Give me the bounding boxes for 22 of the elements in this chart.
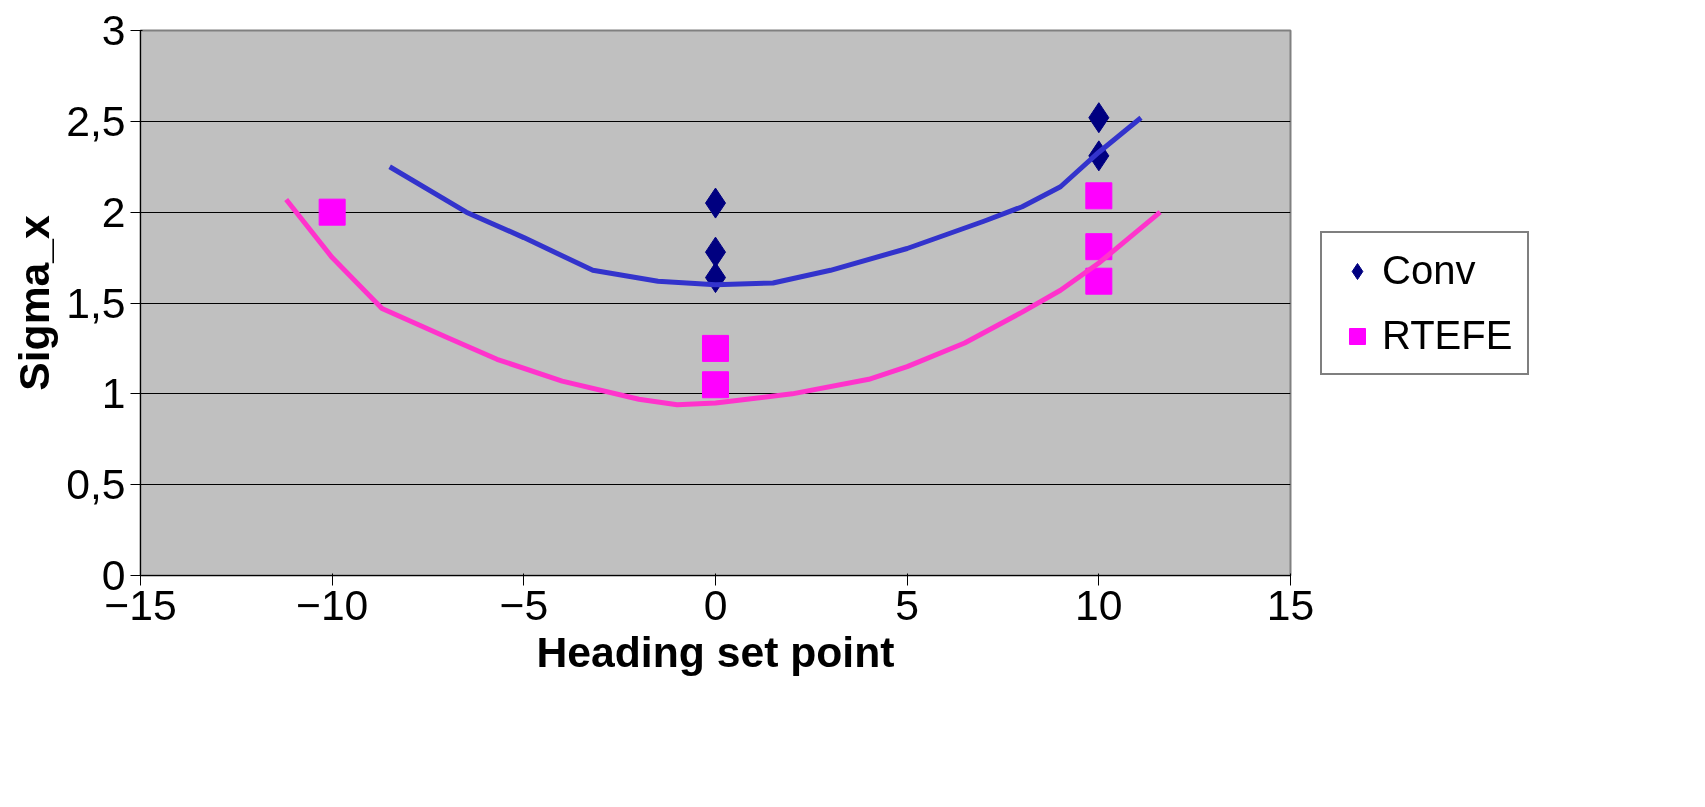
legend-label: Conv — [1382, 248, 1476, 293]
x-tick-label: 15 — [1266, 580, 1315, 629]
x-tick-label: −10 — [295, 580, 369, 629]
legend-label: RTEFE — [1382, 313, 1513, 358]
point — [318, 198, 346, 226]
y-tick-label: 1,5 — [66, 278, 126, 327]
point — [1085, 267, 1113, 295]
point — [702, 371, 729, 399]
x-tick-label: 10 — [1075, 580, 1123, 629]
point — [702, 334, 729, 362]
x-tick-label: 5 — [895, 580, 920, 629]
x-tick-label: 0 — [703, 580, 728, 629]
y-tick-label: 1 — [101, 369, 126, 418]
y-tick-label: 0,5 — [66, 460, 126, 509]
point — [1085, 233, 1113, 261]
x-axis-title: Heading set point — [536, 627, 895, 676]
y-tick-label: 3 — [101, 6, 126, 54]
y-tick-label: 2,5 — [66, 96, 126, 145]
y-tick-label: 2 — [101, 187, 126, 236]
x-tick-label: −5 — [499, 580, 549, 629]
y-axis-title: Sigma_x — [10, 214, 59, 391]
point — [1085, 182, 1113, 210]
